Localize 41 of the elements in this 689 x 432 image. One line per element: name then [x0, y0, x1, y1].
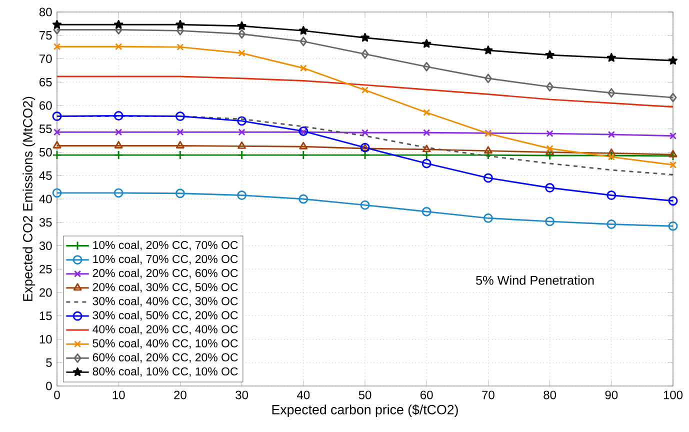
- y-tick-label: 15: [40, 312, 52, 320]
- y-tick-label: 55: [39, 124, 52, 134]
- y-tick-label: 30: [39, 241, 52, 250]
- x-tick-label: 90: [605, 390, 618, 400]
- x-tick-label: 30: [236, 390, 248, 400]
- legend-label: 20% coal, 20% CC, 60% OC: [92, 268, 238, 278]
- y-tick-label: 5: [46, 358, 52, 367]
- y-tick-label: 35: [39, 218, 52, 227]
- y-tick-label: 65: [40, 78, 52, 86]
- y-tick-label: 60: [40, 101, 52, 110]
- legend-label: 30% coal, 50% CC, 20% OC: [92, 310, 238, 321]
- legend-label: 40% coal, 20% CC, 40% OC: [92, 324, 238, 335]
- legend-label: 20% coal, 30% CC, 50% OC: [92, 282, 238, 293]
- legend-label: 10% coal, 70% CC, 20% OC: [93, 254, 238, 264]
- y-tick-label: 0: [46, 382, 52, 390]
- y-tick-label: 70: [40, 54, 52, 64]
- y-tick-label: 10: [40, 334, 52, 344]
- legend-label: 10% coal, 20% CC, 70% OC: [93, 240, 238, 250]
- y-tick-label: 45: [39, 171, 52, 180]
- y-tick-label: 20: [40, 288, 52, 297]
- legend-label: 60% coal, 20% CC, 20% OC: [92, 352, 238, 363]
- x-tick-label: 0: [54, 390, 60, 400]
- annotation: 5% Wind Penetration: [476, 276, 594, 285]
- y-tick-label: 40: [39, 194, 52, 204]
- x-tick-label: 50: [358, 390, 372, 400]
- y-tick-label: 80: [39, 8, 52, 16]
- legend-label: 50% coal, 40% CC, 10% OC: [92, 338, 238, 349]
- y-tick-label: 50: [39, 148, 52, 157]
- x-tick-label: 20: [174, 390, 186, 400]
- legend-label: 80% coal, 10% CC, 10% OC: [92, 367, 238, 377]
- y-tick-label: 75: [40, 31, 52, 40]
- y-axis-title: Expected CO2 Emissions (MtCO2): [22, 96, 36, 301]
- x-tick-label: 100: [664, 390, 683, 400]
- legend-label: 30% coal, 40% CC, 30% OC: [92, 296, 238, 307]
- x-tick-label: 60: [420, 390, 433, 400]
- x-axis-title: Expected carbon price ($/tCO2): [272, 404, 458, 417]
- x-tick-label: 70: [482, 390, 494, 400]
- y-tick-label: 25: [40, 264, 52, 274]
- x-tick-label: 10: [112, 390, 125, 400]
- x-tick-label: 40: [297, 390, 310, 400]
- x-tick-label: 80: [544, 390, 556, 400]
